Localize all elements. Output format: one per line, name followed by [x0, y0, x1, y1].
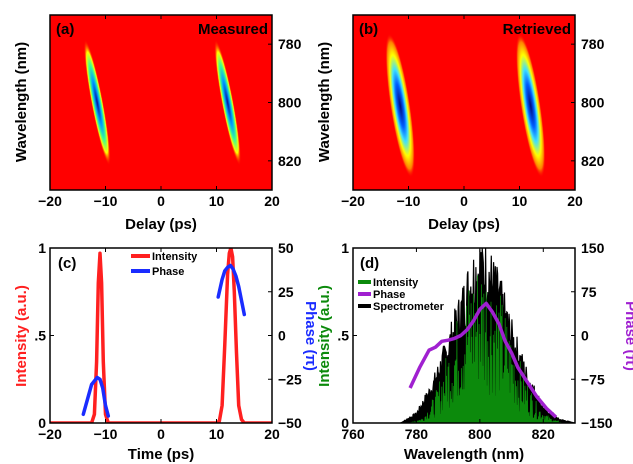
x-tick-label: 10	[209, 193, 225, 209]
legend-phase-label: Phase	[152, 266, 184, 278]
panel-b-label: (b)	[359, 21, 378, 38]
panel-b-yticks: 780 800 820	[571, 36, 605, 169]
y-tick-label: 1	[38, 240, 46, 256]
y-tick-label-right: −75	[581, 371, 605, 387]
y-tick-label: 0	[341, 415, 349, 431]
x-tick-label: 20	[264, 426, 280, 442]
panel-d-legend: Intensity Phase Spectrometer	[358, 277, 445, 313]
x-tick-label: −20	[38, 426, 62, 442]
y-tick-label: .5	[34, 328, 46, 344]
panel-a-label: (a)	[56, 21, 74, 38]
y-tick-label-right: 50	[278, 240, 294, 256]
panel-c-label: (c)	[58, 255, 76, 272]
x-tick-label: 10	[209, 426, 225, 442]
legend-spectrometer-label: Spectrometer	[373, 301, 445, 313]
x-tick-label: 20	[264, 193, 280, 209]
frog-trace-streak	[385, 33, 415, 178]
panel-a-xticks: −20 −10 0 10 20	[38, 15, 280, 209]
y-tick-label-right: 25	[278, 284, 294, 300]
panel-d-xlabel: Wavelength (nm)	[404, 446, 524, 463]
panel-c: (c) Intensity Phase −20 −10 0 10 20 0.51 −50…	[13, 240, 319, 463]
panel-b-xticks: −20 −10 0 10 20	[341, 15, 583, 209]
y-tick-label-right: 820	[278, 153, 302, 169]
panel-c-yticks-left: 0.51	[34, 240, 54, 431]
y-tick-label: 0	[38, 415, 46, 431]
panel-a-xlabel: Delay (ps)	[125, 216, 197, 233]
y-tick-label-right: −150	[581, 415, 613, 431]
phase-d-trace	[408, 301, 558, 419]
panel-c-series	[50, 248, 272, 423]
panel-a: (a) Measured −20 −10 0 10 20 780 800 820 Delay…	[13, 14, 302, 233]
x-tick-label: 0	[460, 193, 468, 209]
panel-b-xlabel: Delay (ps)	[428, 216, 500, 233]
x-tick-label: 10	[512, 193, 528, 209]
x-tick-label: 820	[532, 426, 556, 442]
panel-c-ylabel-right: Phase (π)	[302, 301, 319, 371]
panel-d-series	[399, 248, 575, 423]
panel-b: (b) Retrieved −20 −10 0 10 20 780 800 820 Dela…	[316, 14, 605, 233]
panel-d-yticks-left: 0.51	[337, 240, 357, 431]
x-tick-label: 780	[405, 426, 429, 442]
panel-d-xticks: 760 780 800 820	[341, 248, 555, 442]
x-tick-label: −10	[397, 193, 421, 209]
x-tick-label: 20	[567, 193, 583, 209]
x-tick-label: 800	[468, 426, 492, 442]
panel-a-yticks: 780 800 820	[268, 36, 302, 169]
y-tick-label: 1	[341, 240, 349, 256]
x-tick-label: 0	[157, 426, 165, 442]
x-tick-label: 760	[341, 426, 365, 442]
x-tick-label: 0	[157, 193, 165, 209]
y-tick-label-right: 800	[278, 95, 302, 111]
x-tick-label: −20	[38, 193, 62, 209]
y-tick-label-right: −25	[278, 371, 302, 387]
panel-c-xlabel: Time (ps)	[128, 446, 194, 463]
panel-b-title: Retrieved	[503, 21, 571, 38]
panel-d-ylabel: Intensity (a.u.)	[316, 285, 333, 387]
legend-spectrum-label: Intensity	[373, 277, 419, 289]
y-tick-label-right: 780	[278, 36, 302, 52]
panel-c-ylabel: Intensity (a.u.)	[13, 285, 30, 387]
panel-c-legend: Intensity Phase	[131, 251, 198, 278]
frog-trace-streak	[214, 39, 241, 166]
intensity-trace	[50, 248, 272, 423]
x-tick-label: −20	[341, 193, 365, 209]
legend-intensity-label: Intensity	[152, 251, 198, 263]
panel-d-label: (d)	[360, 255, 379, 272]
panel-d-ylabel-right: Phase (π)	[622, 301, 633, 371]
y-tick-label: .5	[337, 328, 349, 344]
panel-a-title: Measured	[198, 21, 268, 38]
panel-b-streaks	[385, 33, 546, 178]
y-tick-label-right: 0	[278, 328, 286, 344]
panel-a-ylabel: Wavelength (nm)	[13, 42, 30, 162]
panel-d-yticks-right: −150 −75 0 75 150	[571, 240, 613, 431]
panel-c-xticks: −20 −10 0 10 20	[38, 248, 280, 442]
y-tick-label-right: −50	[278, 415, 302, 431]
frog-trace-streak	[515, 33, 546, 178]
phase-trace	[216, 263, 247, 317]
x-tick-label: −10	[94, 193, 118, 209]
y-tick-label-right: 150	[581, 240, 605, 256]
y-tick-label-right: 780	[581, 36, 605, 52]
panel-c-yticks-right: −50 −25 0 25 50	[268, 240, 302, 431]
panel-b-ylabel: Wavelength (nm)	[316, 42, 333, 162]
y-tick-label-right: 800	[581, 95, 605, 111]
phase-trace	[81, 375, 111, 418]
panel-d: (d) Intensity Phase Spectrometer 760 780 8…	[316, 240, 633, 463]
frog-trace-streak	[83, 39, 111, 166]
y-tick-label-right: 75	[581, 284, 597, 300]
y-tick-label-right: 820	[581, 153, 605, 169]
intensity-spectrum-trace	[410, 275, 563, 423]
x-tick-label: −10	[94, 426, 118, 442]
y-tick-label-right: 0	[581, 328, 589, 344]
legend-phase-d-label: Phase	[373, 289, 405, 301]
panel-a-streaks	[83, 39, 241, 166]
